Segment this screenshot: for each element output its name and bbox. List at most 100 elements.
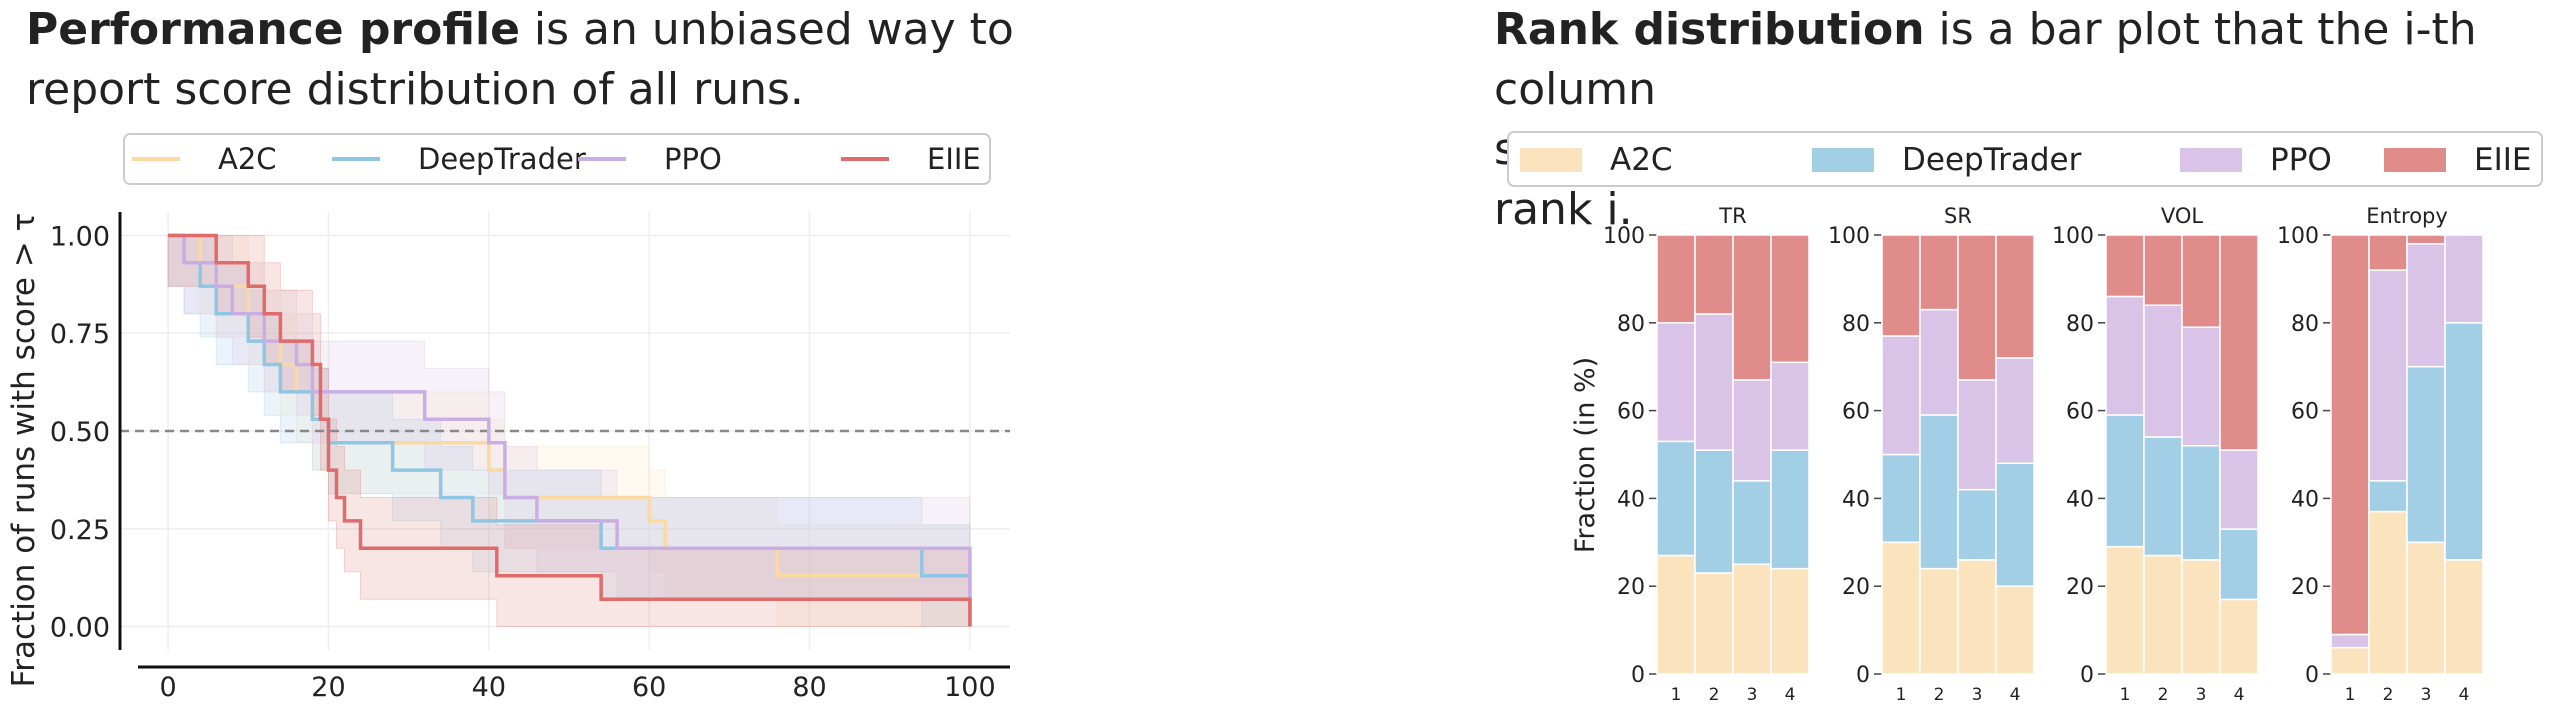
legend-label-eiie: EIIE: [927, 142, 981, 176]
bar-segment-a2c: [2368, 510, 2408, 675]
right-heading-line-1: Rank distribution is a bar plot that the…: [1494, 0, 2554, 120]
bar-segment-eiie: [1919, 234, 1959, 311]
series-line-eiie: [168, 233, 972, 627]
y-tick-label: 40: [2291, 487, 2319, 512]
x-tick-label: 3: [1972, 685, 1983, 705]
y-tick-label: 40: [1617, 487, 1645, 512]
left-heading: Performance profile is an unbiased way t…: [26, 0, 1026, 120]
bar-segment-ppo: [2330, 633, 2370, 649]
y-tick-label: 0.25: [50, 515, 110, 546]
legend-label-a2c: A2C: [218, 142, 277, 176]
bar-segment-ppo: [1656, 322, 1696, 443]
bar-segment-deeptrader: [2444, 322, 2484, 561]
bar-segment-a2c: [2406, 541, 2446, 675]
x-tick-label: 100: [944, 672, 996, 703]
y-tick-label: 60: [2291, 400, 2319, 425]
x-tick-label: 1: [2120, 685, 2131, 705]
x-tick-label: 2: [2383, 685, 2394, 705]
bar-segment-deeptrader: [1770, 449, 1810, 570]
bar-segment-ppo: [1732, 379, 1772, 482]
bar-segment-a2c: [1919, 567, 1959, 675]
rank-panel-entropy: Entropy 0 20 40 60 80 100 1 2 3 4: [2277, 204, 2484, 705]
bar-segment-eiie: [2143, 234, 2183, 306]
bar-segment-ppo: [2219, 449, 2259, 530]
y-tick-label: 0.50: [50, 417, 110, 448]
legend-swatch-eiie: [2384, 148, 2446, 172]
right-heading-bold: Rank distribution: [1494, 4, 1925, 55]
x-tick-label: 60: [632, 672, 666, 703]
right-legend-frame: [1507, 131, 2543, 187]
bar-segment-eiie: [2219, 234, 2259, 451]
bar-segment-ppo: [2181, 326, 2221, 447]
y-tick-label: 1.00: [50, 221, 110, 252]
bar-segment-deeptrader: [1694, 449, 1734, 574]
bar-segment-a2c: [2330, 646, 2370, 675]
x-tick-label: 3: [2421, 685, 2432, 705]
bar-segment-eiie: [2330, 234, 2370, 636]
bar-segment-a2c: [1881, 541, 1921, 675]
bar-segment-ppo: [1957, 379, 1997, 491]
bar-segment-deeptrader: [2368, 480, 2408, 513]
y-tick-label: 40: [2066, 487, 2094, 512]
bar-segment-ppo: [1919, 308, 1959, 416]
y-tick-label: 100: [1603, 224, 1645, 249]
bar-segment-eiie: [2406, 234, 2446, 245]
bar-segment-a2c: [2444, 559, 2484, 675]
y-tick-label: 0.75: [50, 319, 110, 350]
x-tick-label: 4: [2234, 685, 2245, 705]
x-tick-label: 4: [2459, 685, 2470, 705]
legend-swatch-ppo: [2180, 148, 2242, 172]
panel-title: VOL: [2161, 204, 2204, 228]
bar-segment-ppo: [2406, 243, 2446, 368]
bar-segment-deeptrader: [1995, 462, 2035, 587]
bar-segment-deeptrader: [1881, 453, 1921, 544]
x-tick-label: 2: [1709, 685, 1720, 705]
bar-segment-deeptrader: [1656, 440, 1696, 557]
y-tick-label: 80: [1842, 312, 1870, 337]
bar-segment-a2c: [2143, 554, 2183, 675]
bar-segment-ppo: [2444, 234, 2484, 324]
bar-segment-ppo: [1694, 313, 1734, 451]
left-legend-frame: [123, 133, 991, 185]
y-tick-label: 0: [2305, 663, 2319, 688]
x-tick-label: 1: [1671, 685, 1682, 705]
y-tick-label: 40: [1842, 487, 1870, 512]
bar-segment-ppo: [1881, 335, 1921, 456]
legend-swatch-deeptrader: [1812, 148, 1874, 172]
bar-segment-eiie: [2368, 234, 2408, 271]
left-heading-bold: Performance profile: [26, 4, 520, 55]
legend-label-ppo: PPO: [664, 142, 722, 176]
bar-segment-ppo: [2105, 295, 2145, 416]
y-tick-label: 100: [2277, 224, 2319, 249]
bar-segment-a2c: [1770, 567, 1810, 675]
bar-segment-eiie: [1957, 234, 1997, 381]
bar-segment-eiie: [1995, 234, 2035, 359]
bar-segment-deeptrader: [1919, 414, 1959, 570]
legend-label-a2c: A2C: [1610, 142, 1673, 178]
y-tick-label: 80: [2291, 312, 2319, 337]
left-heading-line-1: Performance profile is an unbiased way t…: [26, 0, 1026, 60]
x-tick-label: 40: [472, 672, 506, 703]
x-tick-label: 1: [1896, 685, 1907, 705]
y-tick-label: 100: [1828, 224, 1870, 249]
y-tick-label: 80: [2066, 312, 2094, 337]
bar-segment-a2c: [1732, 563, 1772, 675]
bar-segment-a2c: [2219, 598, 2259, 675]
bar-segment-eiie: [1770, 234, 1810, 364]
y-tick-label: 0: [2080, 663, 2094, 688]
left-heading-line-1-rest: is an unbiased way to: [519, 4, 1014, 55]
rank-panel-vol: VOL 0 20 40 60 80 100 1 2 3 4: [2052, 204, 2259, 705]
rank-panel-sr: SR 0 20 40 60 80 100 1 2 3 4: [1828, 204, 2035, 705]
right-legend: A2C DeepTrader PPO EIIE: [1507, 131, 2543, 187]
y-tick-label: 20: [2066, 575, 2094, 600]
bar-segment-eiie: [2105, 234, 2145, 298]
bar-segment-a2c: [1957, 559, 1997, 675]
bar-segment-a2c: [2181, 559, 2221, 675]
left-heading-line-2: report score distribution of all runs.: [26, 64, 804, 115]
left-legend: A2C DeepTrader PPO EIIE: [123, 133, 991, 185]
bar-segment-eiie: [1694, 234, 1734, 315]
y-tick-label: 0.00: [50, 613, 110, 644]
bar-segment-deeptrader: [2406, 365, 2446, 544]
bar-segment-eiie: [1881, 234, 1921, 337]
